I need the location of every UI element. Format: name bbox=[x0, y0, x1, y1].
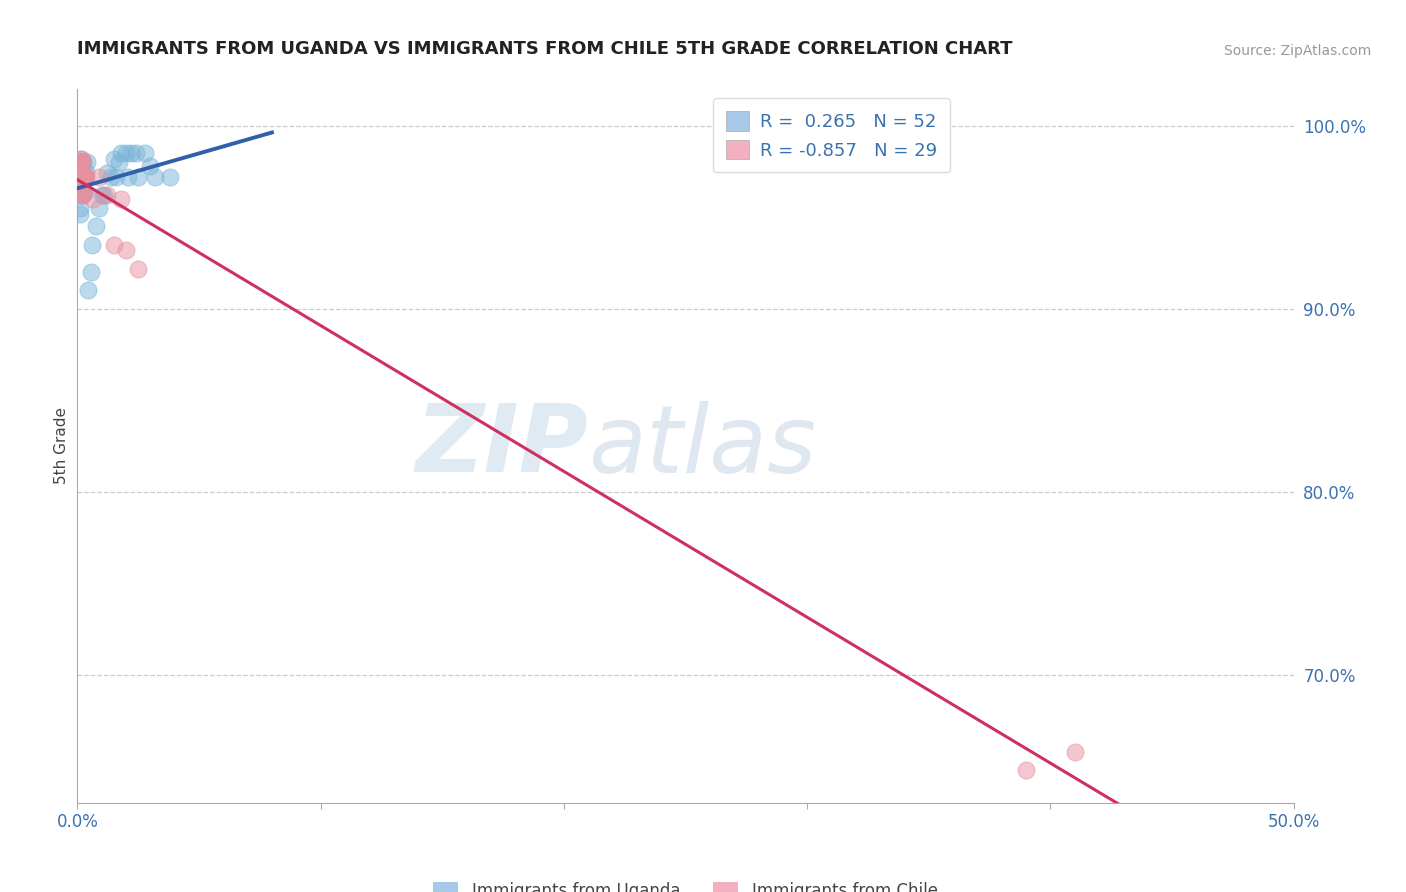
Point bbox=[73, 186, 96, 201]
Point bbox=[72, 155, 94, 169]
Point bbox=[73, 169, 96, 184]
Point bbox=[80, 265, 103, 279]
Point bbox=[70, 169, 93, 184]
Text: ZIP: ZIP bbox=[415, 400, 588, 492]
Point bbox=[107, 155, 129, 169]
Y-axis label: 5th Grade: 5th Grade bbox=[53, 408, 69, 484]
Point bbox=[100, 169, 122, 184]
Point bbox=[139, 159, 162, 173]
Point bbox=[70, 164, 93, 178]
Point bbox=[70, 164, 93, 178]
Point bbox=[89, 169, 111, 184]
Point bbox=[90, 188, 112, 202]
Point bbox=[80, 237, 103, 252]
Point bbox=[127, 261, 149, 276]
Legend: Immigrants from Uganda, Immigrants from Chile: Immigrants from Uganda, Immigrants from … bbox=[426, 875, 945, 892]
Point bbox=[82, 192, 104, 206]
Point bbox=[75, 169, 97, 184]
Point bbox=[69, 201, 91, 215]
Point bbox=[120, 146, 142, 161]
Point bbox=[69, 155, 91, 169]
Point bbox=[110, 146, 132, 161]
Text: atlas: atlas bbox=[588, 401, 817, 491]
Point bbox=[70, 152, 93, 166]
Point bbox=[67, 164, 90, 178]
Point bbox=[69, 206, 91, 220]
Text: IMMIGRANTS FROM UGANDA VS IMMIGRANTS FROM CHILE 5TH GRADE CORRELATION CHART: IMMIGRANTS FROM UGANDA VS IMMIGRANTS FRO… bbox=[77, 40, 1012, 58]
Point bbox=[103, 237, 125, 252]
Point bbox=[70, 155, 93, 169]
Point bbox=[73, 169, 96, 184]
Point bbox=[76, 155, 98, 169]
Point bbox=[72, 169, 94, 184]
Point bbox=[72, 169, 94, 184]
Point bbox=[127, 169, 149, 184]
Point bbox=[69, 183, 91, 197]
Point bbox=[105, 169, 128, 184]
Point bbox=[72, 188, 94, 202]
Text: Source: ZipAtlas.com: Source: ZipAtlas.com bbox=[1223, 44, 1371, 58]
Point bbox=[96, 166, 118, 180]
Point bbox=[89, 201, 111, 215]
Point bbox=[70, 188, 93, 202]
Point bbox=[73, 169, 96, 184]
Point bbox=[103, 152, 125, 166]
Point bbox=[70, 169, 93, 184]
Point bbox=[134, 146, 156, 161]
Point bbox=[70, 166, 93, 180]
Point bbox=[84, 219, 107, 234]
Point bbox=[69, 155, 91, 169]
Point bbox=[117, 169, 139, 184]
Point bbox=[115, 146, 138, 161]
Point bbox=[70, 188, 93, 202]
Point bbox=[77, 284, 100, 298]
Point bbox=[69, 186, 91, 201]
Point bbox=[110, 192, 132, 206]
Point bbox=[70, 169, 93, 184]
Point bbox=[70, 185, 93, 199]
Point bbox=[69, 178, 91, 192]
Point bbox=[73, 169, 96, 184]
Point bbox=[1063, 745, 1085, 759]
Point bbox=[72, 155, 94, 169]
Point bbox=[75, 164, 97, 178]
Point bbox=[69, 169, 91, 184]
Point bbox=[143, 169, 166, 184]
Point bbox=[72, 185, 94, 199]
Point bbox=[70, 152, 93, 166]
Point bbox=[69, 159, 91, 173]
Point bbox=[70, 188, 93, 202]
Point bbox=[69, 155, 91, 169]
Point bbox=[125, 146, 148, 161]
Point bbox=[69, 155, 91, 169]
Point bbox=[1015, 763, 1038, 777]
Point bbox=[75, 169, 97, 184]
Point bbox=[73, 185, 96, 199]
Point bbox=[70, 169, 93, 184]
Point bbox=[69, 169, 91, 184]
Point bbox=[70, 169, 93, 184]
Point bbox=[159, 169, 181, 184]
Point bbox=[115, 244, 138, 258]
Point bbox=[70, 169, 93, 184]
Point bbox=[67, 164, 90, 178]
Point bbox=[96, 188, 118, 202]
Point bbox=[69, 178, 91, 192]
Point bbox=[93, 188, 115, 202]
Point bbox=[72, 169, 94, 184]
Point bbox=[70, 155, 93, 169]
Point bbox=[72, 169, 94, 184]
